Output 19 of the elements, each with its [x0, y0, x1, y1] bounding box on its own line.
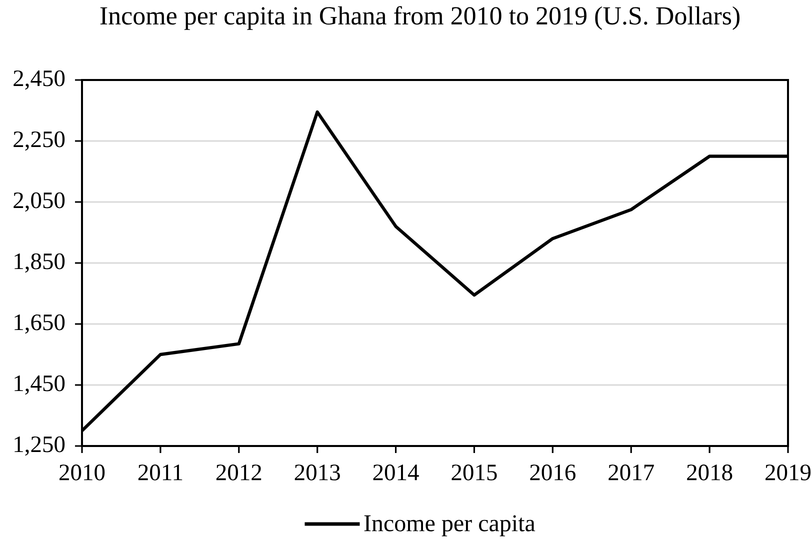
- y-tick-label: 1,850: [14, 253, 65, 273]
- x-tick-label: 2012: [216, 464, 262, 480]
- x-tick-label: 2019: [766, 464, 811, 480]
- y-tick-label: 1,450: [14, 375, 65, 395]
- y-tick-label: 1,250: [14, 436, 65, 456]
- x-tick-label: 2017: [608, 464, 654, 480]
- y-tick-label: 2,050: [14, 192, 65, 212]
- x-tick-label: 2015: [452, 464, 497, 480]
- x-tick-label: 2010: [60, 464, 105, 480]
- y-tick-label: 2,450: [14, 70, 65, 90]
- y-tick-label: 1,650: [14, 314, 65, 334]
- x-tick-label: 2018: [687, 464, 732, 480]
- x-tick-label: 2016: [530, 464, 576, 480]
- y-tick-label: 2,250: [14, 131, 65, 151]
- chart-title: Income per capita in Ghana from 2010 to 2019 (U.S. Dollars): [100, 6, 740, 30]
- legend-label: Income per capita: [364, 515, 536, 536]
- x-tick-label: 2014: [373, 464, 419, 480]
- x-tick-label: 2011: [138, 464, 182, 480]
- x-tick-label: 2013: [294, 464, 340, 480]
